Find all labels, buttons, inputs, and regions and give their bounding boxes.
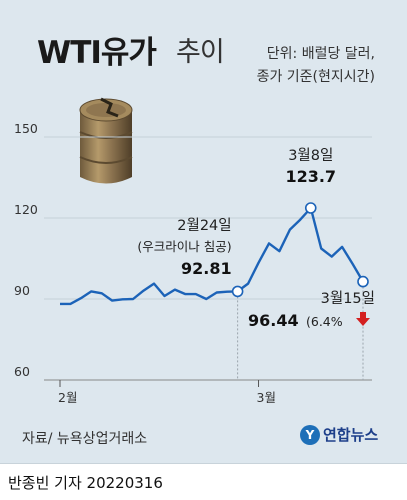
annotation-value-mar8: 123.7 (285, 167, 336, 186)
marker-0 (231, 285, 244, 298)
unit-note-line2: 종가 기준(현지시간) (256, 69, 375, 85)
chart-subtitle: 추이 (176, 37, 225, 68)
chart-card (0, 0, 407, 464)
y-tick-label-60: 60 (14, 364, 30, 379)
annotation-change-mar15: (6.4% (306, 314, 343, 329)
unit-note-line1: 단위: 배럴당 달러, (266, 46, 375, 62)
byline: 반종빈 기자 20220316 (8, 474, 163, 492)
yonhap-logo: Y 연합뉴스 (300, 424, 378, 445)
y-tick-label-90: 90 (14, 283, 30, 298)
annotation-value-feb24: 92.81 (181, 259, 232, 278)
source-note: 자료/ 뉴욕상업거래소 (22, 431, 148, 447)
annotation-date-feb24: 2월24일 (177, 217, 231, 234)
oil-barrel-icon (79, 97, 133, 184)
y-tick-label-150: 150 (14, 121, 38, 136)
y-tick-label-120: 120 (14, 202, 38, 217)
logo-icon: Y (300, 424, 320, 445)
down-arrow-icon (356, 312, 370, 326)
marker-2 (357, 275, 369, 288)
annotation-note-feb24: (우크라이나 침공) (137, 239, 231, 254)
annotation-value-mar15: 96.44 (248, 311, 299, 330)
logo-text: 연합뉴스 (323, 426, 379, 444)
x-tick-label-0: 2월 (58, 390, 77, 405)
annotation-date-mar8: 3월8일 (288, 147, 333, 164)
wti-price-line (60, 206, 365, 306)
x-tick-label-1: 3월 (257, 390, 276, 405)
chart-title: WTI유가 (37, 35, 157, 71)
annotation-date-mar15: 3월15일 (321, 290, 375, 307)
line-chart: 60 90 120 150 2월 3월 2월24일 (우크라이나 침공) 92.81 3월8일 1… (14, 97, 375, 405)
marker-1 (304, 202, 317, 214)
